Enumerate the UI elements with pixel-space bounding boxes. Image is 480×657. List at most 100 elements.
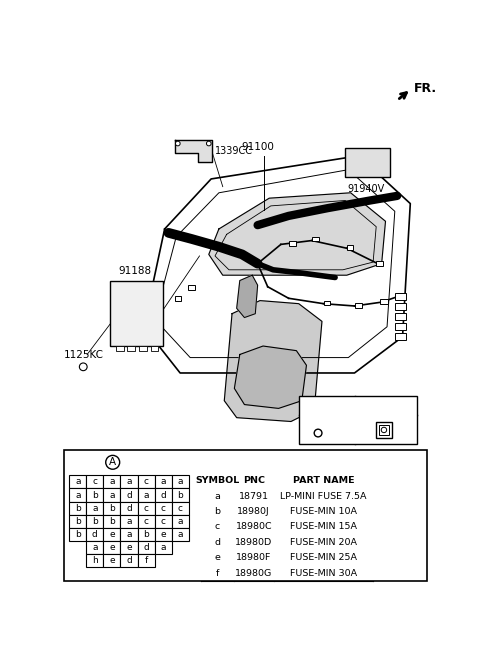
Text: 18980G: 18980G <box>235 569 272 578</box>
Bar <box>155 501 172 514</box>
Text: 18980J: 18980J <box>238 507 270 516</box>
Bar <box>172 489 189 501</box>
Bar <box>155 541 172 554</box>
Text: d: d <box>126 504 132 512</box>
Text: a: a <box>178 530 183 539</box>
Bar <box>86 514 103 528</box>
Bar <box>86 489 103 501</box>
Bar <box>137 541 155 554</box>
Bar <box>137 514 155 528</box>
Text: c: c <box>161 504 166 512</box>
Text: 95235C: 95235C <box>367 400 404 411</box>
Bar <box>64 450 427 581</box>
Polygon shape <box>234 346 306 409</box>
Text: d: d <box>126 556 132 565</box>
Bar <box>120 541 137 554</box>
Bar <box>86 541 103 554</box>
Text: b: b <box>75 530 81 539</box>
Polygon shape <box>224 301 322 422</box>
Bar <box>110 281 163 346</box>
Text: h: h <box>92 556 98 565</box>
Bar <box>103 541 120 554</box>
Text: a: a <box>160 543 166 552</box>
Text: e: e <box>215 553 220 562</box>
Bar <box>395 313 406 320</box>
Bar <box>155 528 172 541</box>
Text: c: c <box>144 478 148 486</box>
Circle shape <box>314 429 322 437</box>
Text: a: a <box>75 478 81 486</box>
Text: d: d <box>126 491 132 499</box>
Bar <box>172 514 189 528</box>
Text: 91100: 91100 <box>241 142 274 152</box>
Text: c: c <box>144 516 148 526</box>
Text: PNC: PNC <box>243 476 265 486</box>
Bar <box>120 476 137 489</box>
Text: 91188: 91188 <box>118 266 151 276</box>
Text: b: b <box>92 491 98 499</box>
Text: PART NAME: PART NAME <box>293 476 354 486</box>
Text: e: e <box>126 543 132 552</box>
Bar <box>172 476 189 489</box>
Bar <box>288 240 296 246</box>
Text: FUSE-MIN 30A: FUSE-MIN 30A <box>290 569 357 578</box>
Text: 18980D: 18980D <box>235 538 272 547</box>
Text: 1125KC: 1125KC <box>64 350 104 359</box>
Text: a: a <box>215 491 220 501</box>
Bar <box>120 528 137 541</box>
Bar <box>397 293 404 298</box>
Text: d: d <box>160 491 166 499</box>
Bar <box>103 528 120 541</box>
Bar <box>395 293 406 300</box>
Bar <box>103 476 120 489</box>
Text: a: a <box>126 478 132 486</box>
Text: f: f <box>216 569 219 578</box>
Text: e: e <box>109 543 115 552</box>
Bar <box>395 303 406 310</box>
Bar <box>139 346 147 351</box>
Circle shape <box>381 427 387 433</box>
Bar <box>395 333 406 340</box>
Text: b: b <box>109 516 115 526</box>
Bar <box>69 476 86 489</box>
Bar <box>380 299 388 304</box>
Text: a: a <box>160 478 166 486</box>
Polygon shape <box>209 193 385 275</box>
Text: VIEW: VIEW <box>77 457 106 467</box>
Text: a: a <box>92 504 97 512</box>
Text: FUSE-MIN 15A: FUSE-MIN 15A <box>290 522 357 532</box>
Bar <box>312 237 319 241</box>
Circle shape <box>176 141 180 146</box>
Bar <box>137 528 155 541</box>
Text: a: a <box>109 491 115 499</box>
Bar <box>345 148 390 177</box>
Text: 1141AN: 1141AN <box>309 413 345 422</box>
Bar <box>324 301 330 306</box>
Bar <box>103 554 120 567</box>
Text: FUSE-MIN 20A: FUSE-MIN 20A <box>290 538 357 547</box>
Text: b: b <box>75 516 81 526</box>
Text: a: a <box>126 516 132 526</box>
Text: e: e <box>160 530 166 539</box>
Circle shape <box>79 363 87 371</box>
Bar <box>395 323 406 330</box>
Bar <box>155 489 172 501</box>
Bar <box>188 285 195 290</box>
Text: b: b <box>177 491 183 499</box>
Text: b: b <box>215 507 220 516</box>
Bar <box>86 476 103 489</box>
Bar <box>175 296 181 301</box>
Text: 91940V: 91940V <box>348 183 385 194</box>
Bar <box>69 528 86 541</box>
Text: f: f <box>144 556 148 565</box>
Bar <box>69 501 86 514</box>
Bar <box>120 514 137 528</box>
Text: FUSE-MIN 10A: FUSE-MIN 10A <box>290 507 357 516</box>
Bar <box>155 514 172 528</box>
Bar <box>172 501 189 514</box>
Bar <box>120 489 137 501</box>
Bar <box>137 501 155 514</box>
Text: d: d <box>143 543 149 552</box>
Text: 18791: 18791 <box>239 491 269 501</box>
Text: b: b <box>75 504 81 512</box>
